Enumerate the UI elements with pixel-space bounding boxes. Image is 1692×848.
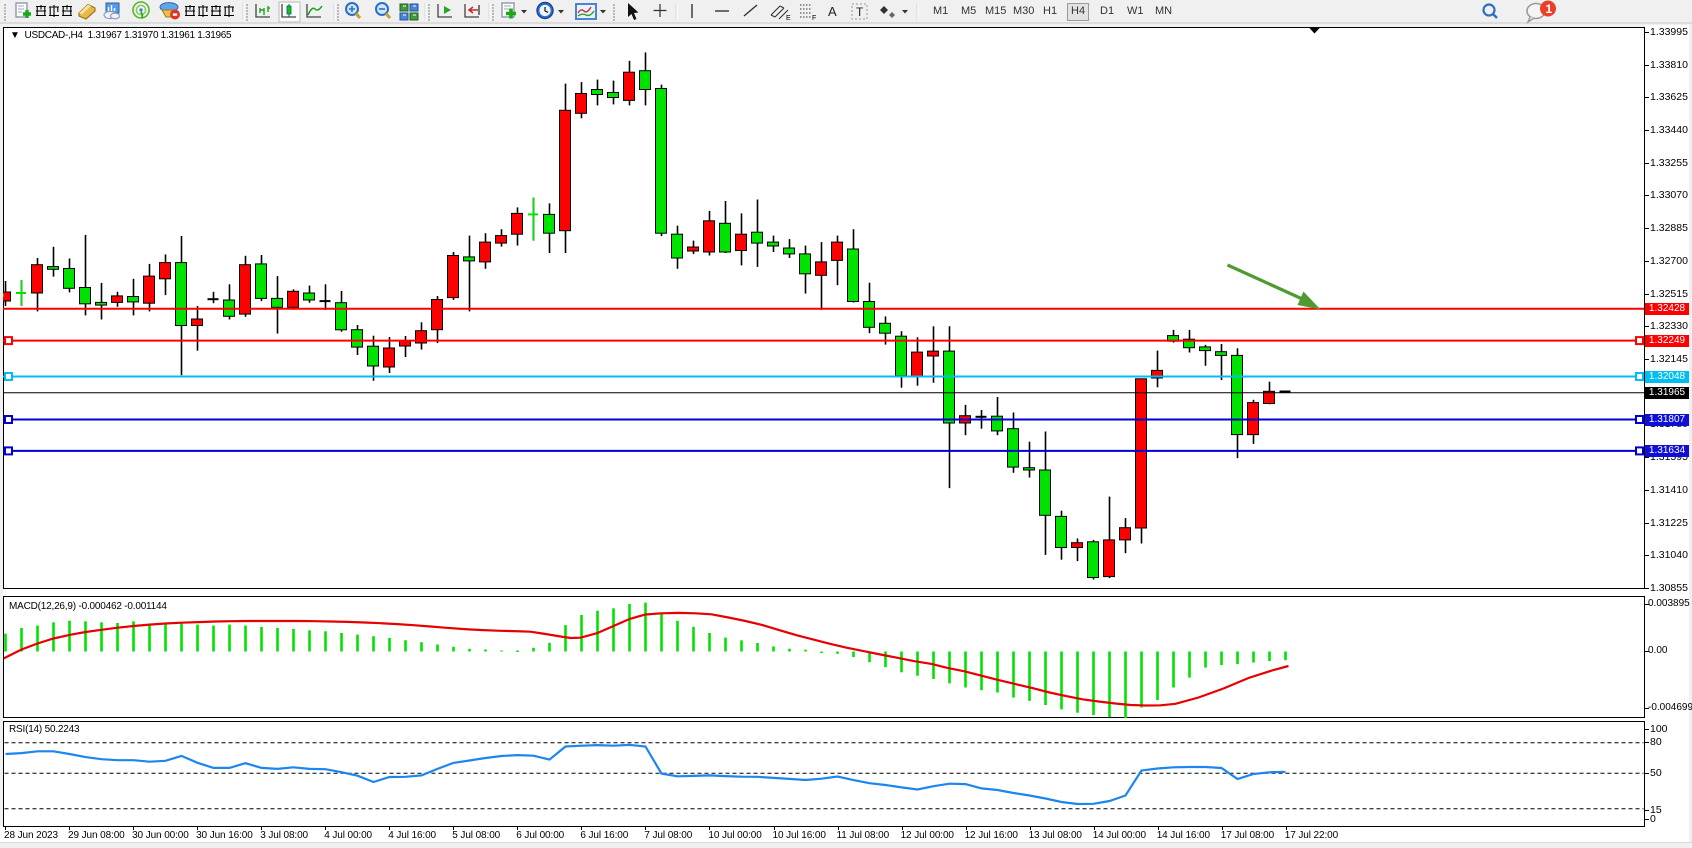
svg-text:A: A — [828, 4, 837, 19]
svg-text:1: 1 — [1546, 2, 1553, 16]
svg-text:E: E — [786, 15, 791, 22]
svg-text:T: T — [856, 5, 864, 19]
svg-text:F: F — [812, 15, 816, 22]
